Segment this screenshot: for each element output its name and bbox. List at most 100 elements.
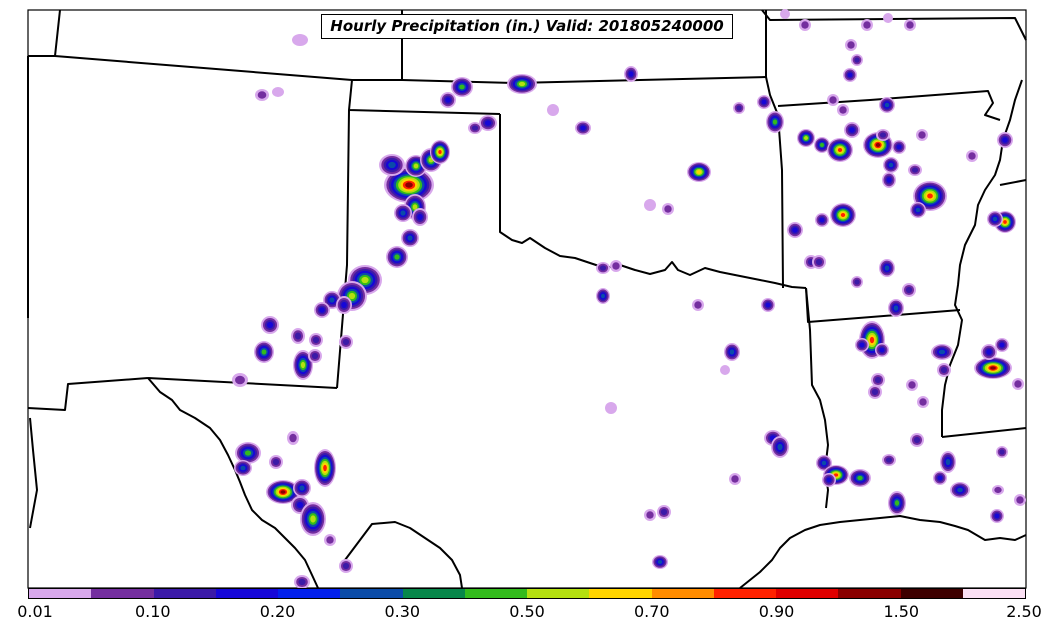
precip-cell xyxy=(937,363,951,377)
colorbar-tick-label: 0.20 xyxy=(259,602,296,621)
precip-cell xyxy=(815,213,829,227)
precip-cell xyxy=(822,473,836,487)
precip-cell xyxy=(291,328,305,344)
precip-cell xyxy=(652,555,668,569)
precip-cell xyxy=(412,208,428,226)
precip-cell xyxy=(974,357,1012,379)
precip-cell xyxy=(235,442,261,464)
border-rio-grande xyxy=(147,377,319,589)
border-tn-ms xyxy=(999,179,1027,186)
precip-cell xyxy=(401,229,419,247)
precip-cell xyxy=(787,222,803,238)
precip-cell xyxy=(843,68,857,82)
colorbar-segment xyxy=(29,589,92,598)
precip-cell xyxy=(830,203,856,227)
colorbar-segment xyxy=(464,589,527,598)
colorbar-segment xyxy=(589,589,652,598)
precip-cell xyxy=(780,9,790,19)
precip-cell xyxy=(687,162,711,182)
precip-cell xyxy=(987,211,1003,227)
precip-cell xyxy=(644,509,656,521)
map-frame xyxy=(27,9,1027,589)
precip-cell xyxy=(861,19,873,31)
precip-cell xyxy=(314,302,330,318)
precip-cell xyxy=(876,129,890,141)
precip-cell xyxy=(293,479,311,497)
precip-cell xyxy=(994,211,1016,233)
colorbar-tick-label: 0.70 xyxy=(633,602,670,621)
colorbar xyxy=(28,588,1026,599)
colorbar-tick-label: 0.10 xyxy=(134,602,171,621)
precip-cell xyxy=(234,460,252,476)
precip-cell xyxy=(812,255,826,269)
precip-cell xyxy=(882,454,896,466)
precip-cell xyxy=(882,172,896,188)
precip-cell xyxy=(339,335,353,349)
colorbar-segment xyxy=(900,589,963,598)
colorbar-tick-label: 0.01 xyxy=(17,602,53,621)
precip-cell xyxy=(729,473,741,485)
colorbar-segment xyxy=(776,589,839,598)
precip-cell xyxy=(293,350,313,380)
border-ks-mo xyxy=(765,10,784,289)
precip-cell xyxy=(844,122,860,138)
precip-cell xyxy=(845,39,857,51)
precip-cell xyxy=(292,34,308,46)
precipitation-cells xyxy=(232,9,1026,589)
colorbar-segment xyxy=(527,589,590,598)
precip-cell xyxy=(336,296,352,314)
precip-cell xyxy=(384,167,434,203)
precip-cell xyxy=(816,455,832,471)
precip-cell xyxy=(692,299,704,311)
precip-cell xyxy=(996,446,1008,458)
precip-cell xyxy=(324,534,336,546)
precip-cell xyxy=(871,373,885,387)
precip-cell xyxy=(720,365,730,375)
colorbar-tick-label: 0.90 xyxy=(758,602,795,621)
colorbar-segment xyxy=(962,589,1025,598)
map-title: Hourly Precipitation (in.) Valid: 201805… xyxy=(321,14,733,39)
precip-cell xyxy=(851,276,863,288)
precip-cell xyxy=(662,203,674,215)
precip-cell xyxy=(827,94,839,106)
precip-cell xyxy=(610,260,622,272)
precip-cell xyxy=(1012,378,1024,390)
precip-cell xyxy=(849,469,871,487)
colorbar-segment xyxy=(838,589,901,598)
precip-cell xyxy=(657,505,671,519)
precip-cell xyxy=(906,379,918,391)
precip-cell xyxy=(440,92,456,108)
border-mexico-blob xyxy=(344,521,463,589)
precip-cell xyxy=(997,132,1013,148)
precip-cell xyxy=(917,396,929,408)
colorbar-segment xyxy=(402,589,465,598)
precip-cell xyxy=(605,402,617,414)
precip-cell xyxy=(309,333,323,347)
border-la-ms xyxy=(941,427,1027,438)
colorbar-tick-label: 1.50 xyxy=(883,602,920,621)
precip-cell xyxy=(624,66,638,82)
precip-cell xyxy=(596,288,610,304)
precip-cell xyxy=(904,19,916,31)
precip-cell xyxy=(757,95,771,109)
precip-cell xyxy=(883,157,899,173)
precip-cell xyxy=(294,575,310,589)
precip-cell xyxy=(314,449,336,487)
precip-cell xyxy=(575,121,591,135)
precip-cell xyxy=(468,122,482,134)
precip-cell xyxy=(386,246,408,268)
precip-cell xyxy=(266,480,300,504)
precip-cell xyxy=(394,204,412,222)
precip-cell xyxy=(966,150,978,162)
precip-cell xyxy=(913,181,947,211)
colorbar-segment xyxy=(340,589,403,598)
precip-cell xyxy=(892,140,906,154)
precip-cell xyxy=(814,137,830,153)
border-ok-panhandle xyxy=(499,114,807,289)
precip-cell xyxy=(339,559,353,573)
precip-cell xyxy=(269,455,283,469)
precip-cell xyxy=(308,349,322,363)
border-mo-ar xyxy=(777,90,1001,121)
precip-cell xyxy=(902,283,916,297)
